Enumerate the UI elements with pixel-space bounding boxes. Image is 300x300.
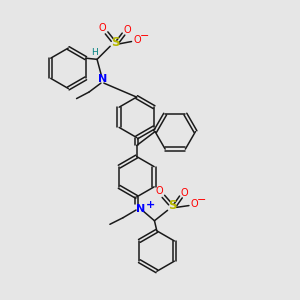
Text: O: O: [99, 23, 106, 33]
Text: +: +: [146, 200, 155, 210]
Text: O: O: [124, 25, 131, 34]
Text: N: N: [98, 74, 107, 84]
Text: O: O: [133, 35, 141, 45]
Text: O: O: [155, 186, 163, 196]
Text: −: −: [197, 195, 206, 205]
Text: H: H: [92, 48, 98, 57]
Text: S: S: [111, 36, 119, 49]
Text: O: O: [190, 200, 198, 209]
Text: O: O: [181, 188, 189, 197]
Text: N: N: [136, 204, 146, 214]
Text: S: S: [168, 200, 176, 212]
Text: −: −: [140, 31, 149, 41]
